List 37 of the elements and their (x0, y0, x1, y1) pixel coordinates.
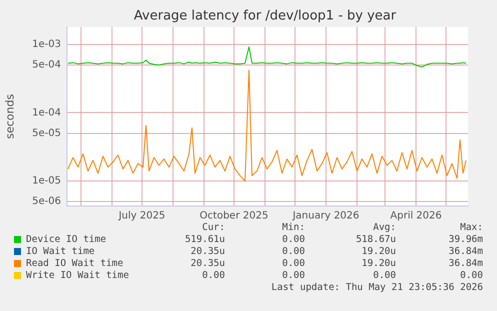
legend-label: Device IO time (26, 234, 106, 246)
y-tick-label: 1e-03 (32, 39, 61, 50)
legend-label: IO Wait time (26, 246, 95, 258)
text: 19.20u (362, 246, 396, 258)
text: 0.00 (282, 234, 305, 246)
text: 0.00 (373, 270, 396, 282)
x-tick-label: July 2025 (118, 210, 166, 222)
legend-label: Write IO Wait time (26, 270, 129, 282)
text: 39.96m (448, 234, 483, 246)
text: 36.84m (448, 246, 483, 258)
text: Avg: (373, 222, 396, 234)
text: Min: (282, 222, 305, 234)
x-tick-label: April 2026 (390, 210, 442, 222)
text: 19.20u (362, 258, 396, 270)
text: 36.84m (448, 258, 483, 270)
y-tick-label: 5e-06 (32, 196, 61, 208)
legend-label: Read IO Wait time (26, 258, 124, 270)
text: 20.35u (190, 258, 225, 270)
text: 0.00 (282, 246, 305, 258)
text: 519.61u (184, 234, 225, 246)
text: Last update: Thu May 21 23:05:36 2026 (271, 282, 483, 294)
x-tick-label: January 2026 (292, 210, 360, 222)
text: 0.00 (202, 270, 225, 282)
text: Max: (460, 222, 483, 234)
y-tick-label: 5e-05 (32, 128, 61, 139)
text: 0.00 (282, 258, 305, 270)
text: Cur: (202, 222, 225, 234)
chart-title: Average latency for /dev/loop1 - by year (134, 8, 397, 24)
y-tick-label: 5e-04 (32, 60, 61, 71)
y-tick-label: 1e-04 (32, 107, 61, 118)
text: 20.35u (190, 246, 225, 258)
y-tick-label: 1e-05 (32, 176, 61, 187)
text: 518.67u (356, 234, 396, 246)
x-tick-label: October 2025 (200, 210, 268, 222)
text: 0.00 (282, 270, 305, 282)
y-axis-title: seconds (3, 94, 16, 139)
text: 0.00 (460, 270, 483, 282)
